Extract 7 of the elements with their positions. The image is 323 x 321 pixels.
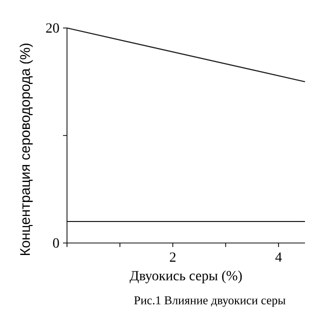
y-tick-label: 20	[46, 23, 59, 33]
x-tick-label: 4	[275, 252, 282, 262]
text: Рис.1 Влияние двуокиси серы	[134, 296, 286, 307]
x-tick-label: 2	[170, 252, 176, 262]
y-axis-title: Концентрация сероводорода (%)	[20, 44, 33, 256]
x-axis-title: Двуокись серы (%)	[130, 270, 242, 284]
y-tick-label: 0	[53, 238, 59, 248]
